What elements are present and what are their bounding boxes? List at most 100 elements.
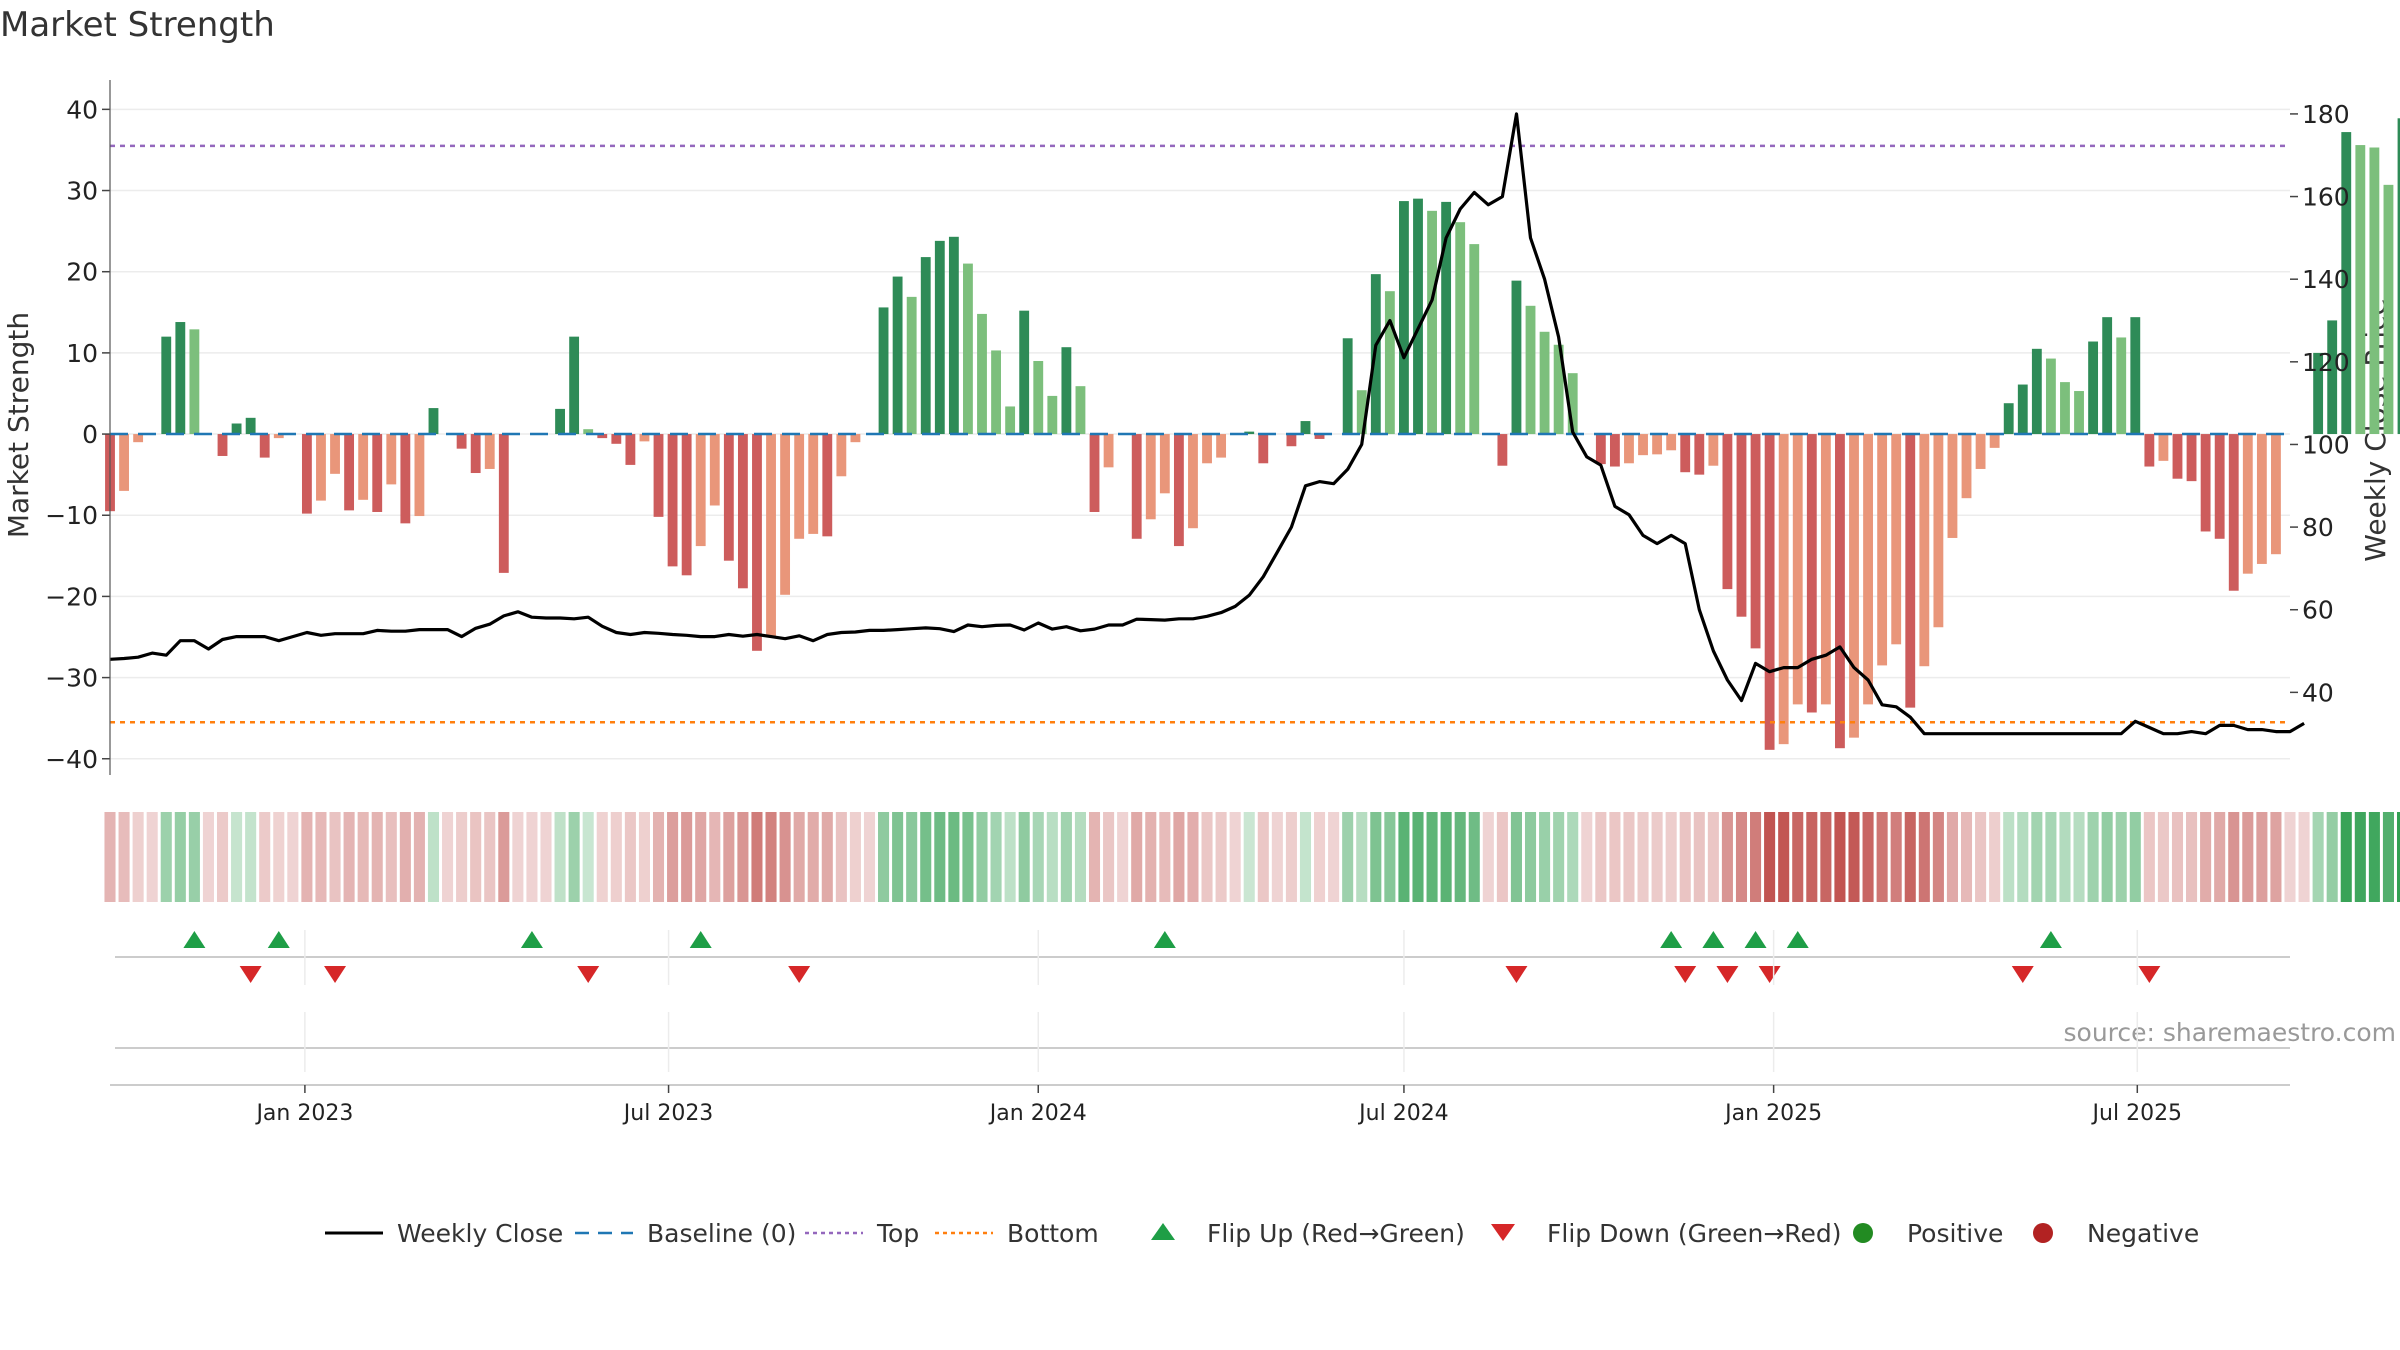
strength-bar [934, 240, 945, 435]
strength-bar [583, 429, 594, 435]
heat-strip-cell [104, 812, 116, 902]
triangle-down-icon [1491, 1224, 1515, 1241]
strength-bar [2017, 384, 2028, 435]
heat-strip-cell [1637, 812, 1649, 902]
circle-icon [2033, 1223, 2053, 1243]
chart-title: Market Strength [0, 5, 275, 45]
y-tick-label-right: 160 [2302, 183, 2350, 212]
strength-bar [977, 313, 987, 435]
weekly-close-line [109, 112, 2305, 736]
source-note: source: sharemaestro.com [2064, 1018, 2397, 1047]
strength-bar [695, 434, 706, 547]
heat-strip-cell [1342, 812, 1354, 902]
heat-strip-cell [1595, 812, 1607, 902]
strength-bar [189, 329, 200, 435]
strength-bar [344, 434, 355, 511]
heat-strip-cell [2045, 812, 2057, 902]
strength-bar [273, 434, 284, 439]
heat-strip-cell [2059, 812, 2071, 902]
heat-strip-cell [1285, 812, 1297, 902]
strength-bar [2045, 358, 2056, 435]
heat-strip-cell [568, 812, 580, 902]
heat-strip-cell [2017, 812, 2029, 902]
strength-bar [1666, 434, 1677, 451]
y-tick-label-left: −30 [45, 664, 98, 693]
strength-bar [2228, 434, 2239, 591]
heat-strip-cell [160, 812, 172, 902]
flip-up-marker [267, 931, 290, 948]
heat-strip-cell [779, 812, 791, 902]
heat-strip-cell [1735, 812, 1748, 902]
strength-bar [1159, 434, 1170, 494]
heat-strip-cell [2256, 812, 2268, 902]
y-tick-label-right: 180 [2302, 100, 2350, 129]
y-tick-label-left: 20 [66, 258, 98, 287]
y-tick-label-left: −40 [45, 745, 98, 774]
heat-strip-cell [962, 812, 974, 902]
strength-bar [161, 336, 172, 435]
heat-strip-cell [2101, 812, 2113, 902]
strength-bar [2327, 320, 2338, 435]
heat-strip-cell [1131, 812, 1143, 902]
strength-bar [2383, 184, 2394, 435]
heat-strip-cell [1721, 812, 1733, 902]
strength-bar [1919, 434, 1930, 667]
heat-strip-cell [2298, 812, 2310, 902]
strength-bar [1933, 434, 1944, 628]
heat-strip-cell [1314, 812, 1326, 902]
heat-strip-cell [343, 812, 355, 902]
strength-bar [2144, 434, 2155, 467]
x-axis: Jan 2023 Jul 2023 Jan 2024 Jul 2024 Jan 2025… [110, 1084, 2290, 1126]
heat-strip-cell [1539, 812, 1551, 902]
strength-bar [1835, 434, 1845, 749]
strength-bar [723, 434, 734, 561]
heat-strip-cell [1834, 812, 1846, 902]
flip-up-marker [183, 931, 206, 948]
legend-item: Flip Down (Green→Red) [1491, 1219, 1842, 1248]
heat-strip-cell [1482, 812, 1494, 902]
strength-bar [1609, 434, 1620, 467]
legend-item: Top [805, 1219, 919, 1248]
heat-strip-cell [2129, 812, 2141, 902]
heat-strip-cell [259, 812, 271, 902]
lower-panel [115, 1012, 2290, 1072]
strength-bar [1595, 434, 1606, 465]
strength-bar [1764, 434, 1775, 750]
heat-strip-cell [906, 812, 918, 902]
strength-bar [1680, 434, 1691, 473]
heat-strip-cell [1018, 812, 1030, 902]
x-tick-label: Jul 2023 [622, 1101, 714, 1126]
heat-strip-cell [2368, 812, 2380, 902]
weekly-close-series [109, 112, 2305, 736]
legend-label: Top [876, 1219, 919, 1248]
legend-item: Flip Up (Red→Green) [1151, 1219, 1465, 1248]
strength-bar [358, 434, 369, 500]
heat-strip-cell [1328, 812, 1340, 902]
heat-strip-cell [1384, 812, 1396, 902]
heat-strip-cell [188, 812, 200, 902]
strength-bar [2158, 434, 2169, 461]
strength-bar [231, 423, 242, 435]
heat-strip-cell [878, 812, 890, 902]
strength-bar [1356, 390, 1367, 435]
heat-strip-cell [1074, 812, 1086, 902]
strength-bar [2369, 147, 2380, 435]
x-tick-label: Jul 2024 [1357, 1101, 1449, 1126]
heat-strip-cell [1651, 812, 1663, 902]
legend-label: Bottom [1007, 1219, 1099, 1248]
heat-strip-cell [934, 812, 946, 902]
strength-bar [653, 434, 664, 517]
heat-strip-cell [1960, 812, 1973, 902]
heat-strip-cell [540, 812, 552, 902]
strength-bar [822, 434, 833, 537]
y-axis-label-left: Market Strength [2, 312, 35, 538]
heat-strip-cell [2003, 812, 2015, 902]
heat-strip-cell [1581, 812, 1593, 902]
strength-bar [737, 434, 748, 589]
strength-bar [2313, 352, 2324, 435]
strength-bar [752, 434, 762, 651]
flip-up-marker [1744, 931, 1767, 948]
strength-bar [850, 434, 861, 443]
strength-bar [709, 434, 720, 506]
